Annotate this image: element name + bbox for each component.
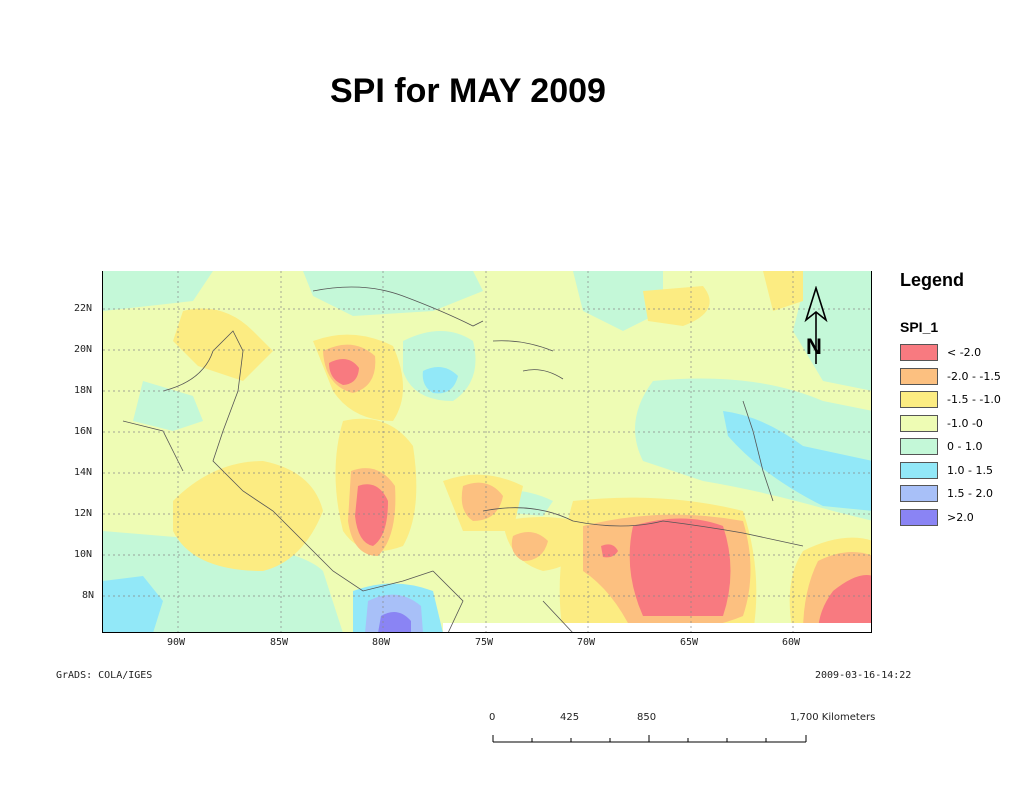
legend-label: 1.5 - 2.0 [947, 487, 993, 501]
contour-zone [303, 271, 483, 316]
credit-text: GrADS: COLA/IGES [56, 670, 153, 681]
lat-label: 14N [74, 467, 93, 478]
contour-zone [403, 331, 476, 401]
legend-item: < -2.0 [900, 341, 1001, 365]
scale-bar [492, 735, 807, 743]
contour-zone [329, 359, 359, 385]
contour-zone [601, 544, 618, 558]
legend-label: -1.5 - -1.0 [947, 393, 1001, 407]
scale-tick-label: 425 [560, 712, 580, 723]
lon-label: 80W [372, 637, 391, 648]
legend-item: -1.0 -0 [900, 412, 1001, 436]
legend-item: 0 - 1.0 [900, 435, 1001, 459]
legend: Legend SPI_1 < -2.0 -2.0 - -1.5 -1.5 - -1.… [900, 270, 1001, 529]
scale-tick-label: 850 [637, 712, 657, 723]
legend-items: < -2.0 -2.0 - -1.5 -1.5 - -1.0 -1.0 -0 0 - 1… [900, 341, 1001, 529]
legend-item: >2.0 [900, 506, 1001, 530]
north-arrow-label: N [806, 334, 822, 359]
contour-zone [818, 575, 871, 632]
lon-label: 75W [475, 637, 494, 648]
contour-zone [511, 532, 548, 561]
contour-zone [173, 461, 323, 571]
lat-label: 16N [74, 426, 93, 437]
contour-zone [378, 612, 411, 632]
legend-swatch [900, 485, 938, 503]
lat-label: 8N [82, 590, 95, 601]
no-data-strip [443, 623, 871, 632]
contour-zone [422, 367, 458, 394]
legend-label: < -2.0 [947, 346, 982, 360]
lon-label: 70W [577, 637, 596, 648]
contour-zone [629, 518, 731, 616]
lon-label: 60W [782, 637, 801, 648]
timestamp-text: 2009-03-16-14:22 [815, 670, 912, 681]
lat-label: 22N [74, 303, 93, 314]
contour-zone [573, 271, 663, 331]
lon-label: 85W [270, 637, 289, 648]
legend-field-name: SPI_1 [900, 319, 939, 335]
legend-swatch [900, 438, 938, 456]
lat-label: 10N [74, 549, 93, 560]
coastlines [122, 286, 804, 632]
contour-zone [103, 271, 213, 311]
graticule [103, 271, 871, 632]
contour-zone [103, 576, 163, 632]
lon-label: 90W [167, 637, 186, 648]
legend-label: -2.0 - -1.5 [947, 369, 1001, 383]
legend-item: 1.5 - 2.0 [900, 482, 1001, 506]
legend-label: 0 - 1.0 [947, 440, 983, 454]
legend-swatch [900, 367, 938, 385]
scale-tick-label: 1,700 Kilometers [790, 712, 876, 723]
legend-swatch [900, 344, 938, 362]
legend-swatch [900, 508, 938, 526]
legend-swatch [900, 414, 938, 432]
legend-item: -1.5 - -1.0 [900, 388, 1001, 412]
legend-label: >2.0 [947, 510, 974, 524]
legend-title: Legend [900, 270, 965, 290]
contour-zone [461, 482, 503, 521]
lat-label: 20N [74, 344, 93, 355]
contour-zone [355, 484, 388, 546]
legend-item: -2.0 - -1.5 [900, 365, 1001, 389]
lon-label: 65W [680, 637, 699, 648]
lat-label: 18N [74, 385, 93, 396]
lat-label: 12N [74, 508, 93, 519]
contour-zone [643, 286, 710, 326]
contour-zone [133, 381, 203, 431]
map-title: SPI for MAY 2009 [330, 72, 606, 110]
legend-swatch [900, 391, 938, 409]
contour-zone [173, 308, 273, 381]
legend-item: 1.0 - 1.5 [900, 459, 1001, 483]
legend-label: -1.0 -0 [947, 416, 983, 430]
spi-map [102, 271, 872, 633]
legend-label: 1.0 - 1.5 [947, 463, 993, 477]
spi-contour-map [103, 271, 871, 632]
legend-swatch [900, 461, 938, 479]
contour-zone [723, 411, 871, 511]
scale-tick-label: 0 [489, 712, 496, 723]
north-arrow-icon: N [802, 285, 830, 371]
